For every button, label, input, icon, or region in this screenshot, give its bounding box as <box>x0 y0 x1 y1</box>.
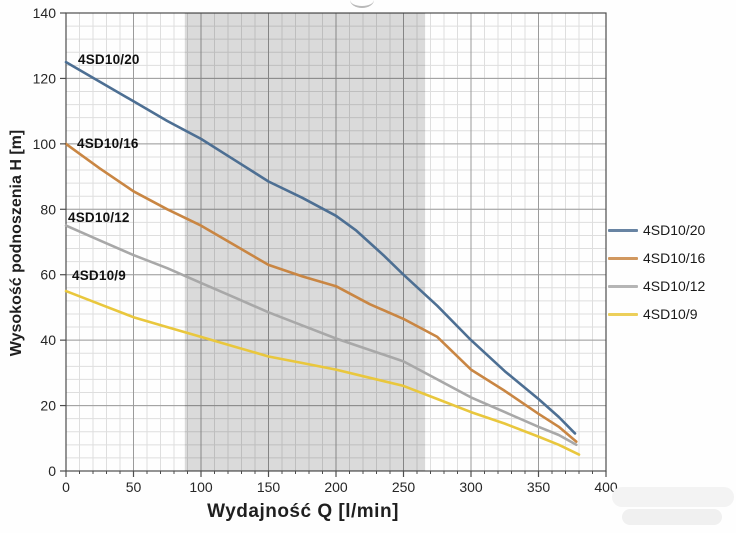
legend-line-swatch <box>608 256 638 260</box>
y-tick-label: 40 <box>40 332 56 348</box>
y-tick-label: 20 <box>40 398 56 414</box>
x-tick-label: 300 <box>459 479 483 495</box>
y-tick-label: 120 <box>33 70 57 86</box>
y-tick-label: 100 <box>33 136 57 152</box>
legend-item: 4SD10/16 <box>608 244 734 272</box>
y-tick-label: 140 <box>33 5 57 21</box>
y-tick-label: 80 <box>40 201 56 217</box>
cropped-title-fragment <box>350 0 374 8</box>
watermark <box>622 509 722 525</box>
legend-label: 4SD10/16 <box>643 250 706 266</box>
legend-item: 4SD10/12 <box>608 272 734 300</box>
operating-range-band <box>184 13 426 471</box>
y-tick-label: 0 <box>48 463 56 479</box>
x-tick-label: 200 <box>324 479 348 495</box>
watermark <box>612 487 734 507</box>
legend-line-swatch <box>608 312 638 316</box>
y-axis-title: Wysokość podnoszenia H [m] <box>8 129 25 357</box>
series-label-4sd10-20: 4SD10/20 <box>78 52 140 67</box>
x-tick-label: 400 <box>594 479 618 495</box>
x-tick-label: 0 <box>62 479 70 495</box>
legend-label: 4SD10/20 <box>643 222 706 238</box>
legend-line-swatch <box>608 284 638 288</box>
x-tick-label: 100 <box>189 479 213 495</box>
curve-4sd10-20 <box>64 60 577 435</box>
legend: 4SD10/20 4SD10/16 4SD10/12 4SD10/9 <box>608 216 734 328</box>
curve-4sd10-9 <box>64 289 581 456</box>
legend-label: 4SD10/9 <box>643 306 698 322</box>
series-label-4sd10-12: 4SD10/12 <box>68 210 130 225</box>
legend-label: 4SD10/12 <box>643 278 706 294</box>
x-tick-label: 150 <box>257 479 281 495</box>
x-tick-label: 50 <box>126 479 142 495</box>
x-tick-label: 350 <box>527 479 551 495</box>
curve-4sd10-16 <box>64 142 578 443</box>
series-label-4sd10-16: 4SD10/16 <box>77 136 139 151</box>
legend-item: 4SD10/20 <box>608 216 734 244</box>
series-label-4sd10-9: 4SD10/9 <box>72 268 126 283</box>
y-tick-label: 60 <box>40 267 56 283</box>
x-axis-title: Wydajność Q [l/min] <box>207 501 399 522</box>
legend-line-swatch <box>608 228 638 232</box>
legend-item: 4SD10/9 <box>608 300 734 328</box>
curve-4sd10-12 <box>64 224 578 447</box>
x-tick-label: 250 <box>392 479 416 495</box>
